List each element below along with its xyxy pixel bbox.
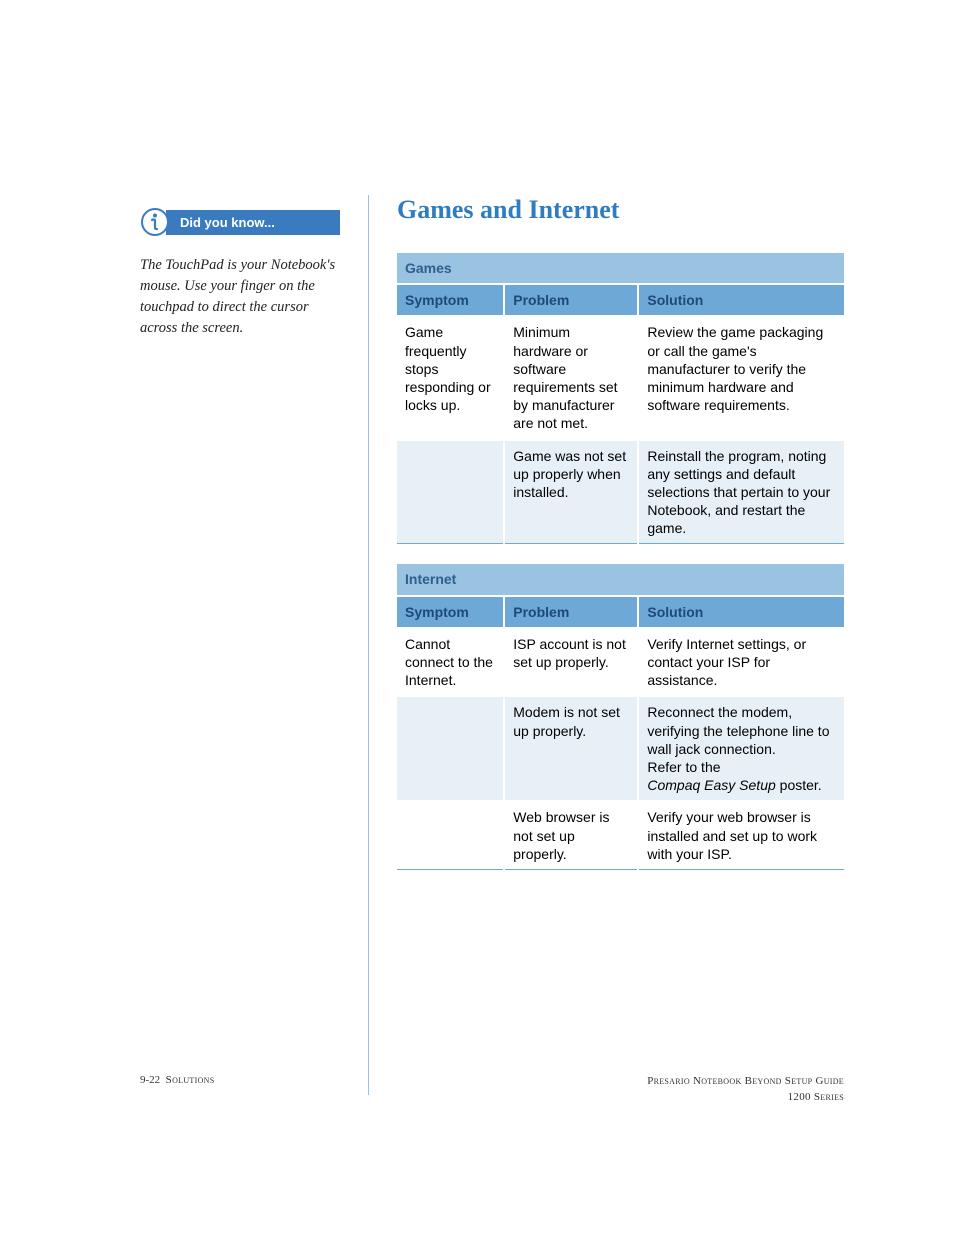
table-column-header: Solution (638, 596, 844, 628)
cell-solution: Reconnect the modem, verifying the telep… (638, 696, 844, 801)
footer-page-number: 9-22 (140, 1074, 160, 1086)
page-footer: 9-22 Solutions Presario Notebook Beyond … (140, 1074, 844, 1105)
cell-problem: ISP account is not set up properly. (504, 628, 638, 697)
cell-symptom (397, 440, 504, 544)
table-row: Modem is not set up properly.Reconnect t… (397, 696, 844, 801)
table-title: Internet (397, 564, 844, 595)
cell-symptom (397, 801, 504, 869)
table-column-header: Symptom (397, 596, 504, 628)
cell-symptom (397, 696, 504, 801)
footer-right: Presario Notebook Beyond Setup Guide 120… (647, 1074, 844, 1105)
table-title: Games (397, 253, 844, 284)
cell-symptom: Game frequently stops responding or lock… (397, 316, 504, 439)
cell-symptom: Cannot connect to the Internet. (397, 628, 504, 697)
table-row: Game was not set up properly when instal… (397, 440, 844, 544)
cell-problem: Web browser is not set up properly. (504, 801, 638, 869)
cell-solution: Verify Internet settings, or contact you… (638, 628, 844, 697)
cell-solution: Verify your web browser is installed and… (638, 801, 844, 869)
cell-problem: Game was not set up properly when instal… (504, 440, 638, 544)
table-row: Web browser is not set up properly.Verif… (397, 801, 844, 869)
did-you-know-callout: Did you know... The TouchPad is your Not… (140, 207, 340, 339)
tables-container: GamesSymptomProblemSolutionGame frequent… (397, 253, 844, 870)
table-row: Game frequently stops responding or lock… (397, 316, 844, 439)
cell-solution: Review the game packaging or call the ga… (638, 316, 844, 439)
troubleshoot-table: InternetSymptomProblemSolutionCannot con… (397, 564, 844, 869)
table-column-header: Symptom (397, 284, 504, 316)
footer-series: 1200 Series (788, 1091, 844, 1103)
cell-problem: Minimum hardware or software requirement… (504, 316, 638, 439)
callout-label: Did you know... (166, 210, 340, 235)
page-title: Games and Internet (397, 195, 844, 225)
footer-left: 9-22 Solutions (140, 1074, 215, 1105)
table-column-header: Solution (638, 284, 844, 316)
info-icon (140, 207, 170, 237)
troubleshoot-table: GamesSymptomProblemSolution Game frequent… (397, 253, 844, 544)
vertical-divider (368, 195, 369, 1095)
callout-body: The TouchPad is your Notebook's mouse. U… (140, 255, 340, 339)
footer-section: Solutions (166, 1074, 215, 1086)
cell-problem: Modem is not set up properly. (504, 696, 638, 801)
cell-solution: Reinstall the program, noting any settin… (638, 440, 844, 544)
table-row: Cannot connect to the Internet.ISP accou… (397, 628, 844, 697)
footer-guide-title: Presario Notebook Beyond Setup Guide (647, 1075, 844, 1087)
table-column-header: Problem (504, 284, 638, 316)
table-column-header: Problem (504, 596, 638, 628)
callout-header: Did you know... (140, 207, 340, 237)
